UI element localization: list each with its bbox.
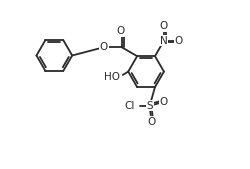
Text: O: O	[100, 42, 108, 52]
Text: O: O	[160, 97, 168, 107]
Text: N: N	[160, 36, 168, 46]
Text: O: O	[147, 117, 156, 127]
Text: Cl: Cl	[125, 101, 135, 111]
Text: O: O	[160, 21, 168, 31]
Text: HO: HO	[104, 72, 120, 82]
Text: O: O	[175, 36, 183, 46]
Text: S: S	[146, 101, 153, 111]
Text: O: O	[116, 26, 124, 36]
